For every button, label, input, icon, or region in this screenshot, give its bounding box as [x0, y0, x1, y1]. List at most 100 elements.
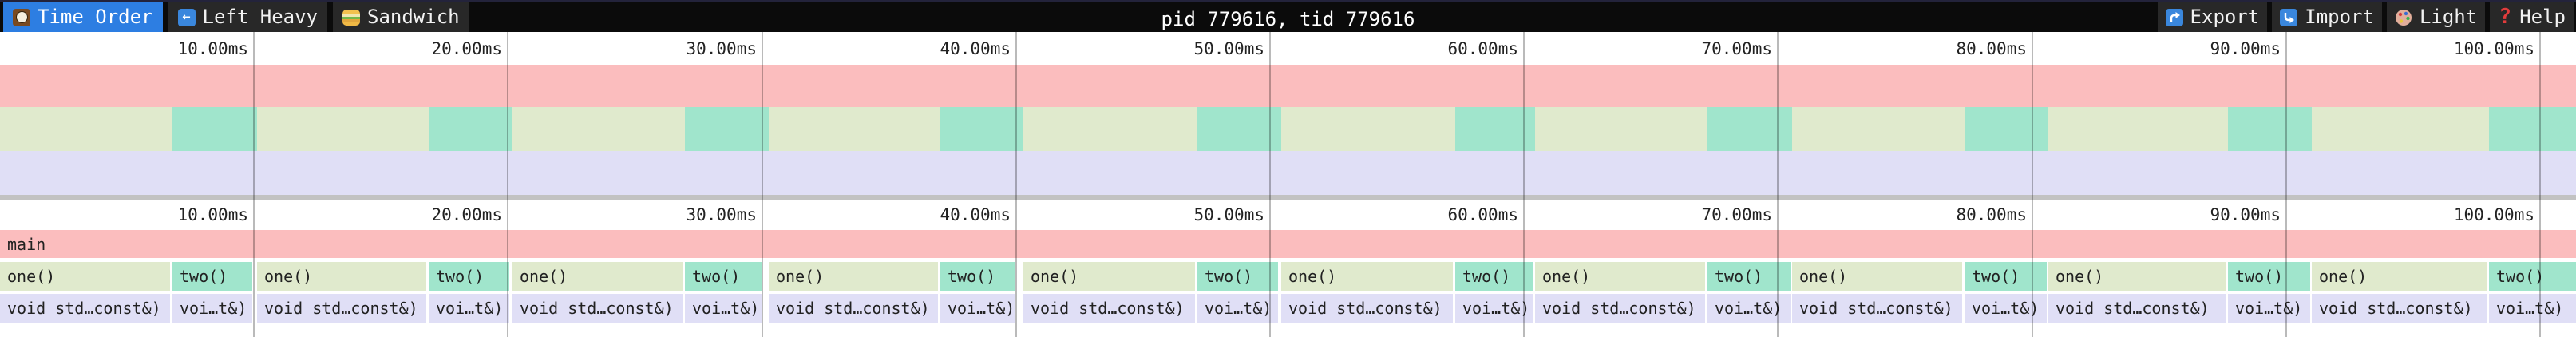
frame-two[interactable]: two() — [940, 262, 1015, 291]
frame-one[interactable]: one() — [1535, 262, 1705, 291]
frame-sleep-under-two[interactable]: voi…t&) — [1965, 294, 2047, 323]
minimap-frame-two — [685, 107, 769, 151]
action-buttons: Export Import Light ? Help — [2157, 2, 2574, 32]
minimap-row-sleep — [0, 151, 2576, 195]
minimap-frame-one — [1792, 107, 1965, 151]
tab-label: Time Order — [38, 6, 153, 28]
window-title: pid 779616, tid 779616 — [1161, 8, 1415, 30]
button-label: Import — [2305, 6, 2374, 28]
minimap-frame-one — [512, 107, 685, 151]
time-tick-label: 60.00ms — [1447, 39, 1518, 58]
frame-sleep-under-two[interactable]: voi…t&) — [685, 294, 762, 323]
frame-two[interactable]: two() — [2228, 262, 2310, 291]
time-tick-label: 10.00ms — [177, 205, 248, 224]
minimap-frame-two — [429, 107, 512, 151]
minimap-frame-one — [1023, 107, 1197, 151]
import-button[interactable]: Import — [2272, 2, 2382, 32]
time-tick-label: 80.00ms — [1956, 39, 2027, 58]
frame-one[interactable]: one() — [1023, 262, 1195, 291]
time-tick-label: 90.00ms — [2210, 39, 2281, 58]
frame-sleep-under-one[interactable]: void std…const&) — [1535, 294, 1705, 323]
minimap-frame-two — [2489, 107, 2576, 151]
sandwich-icon — [342, 9, 360, 26]
minimap-frame-two — [1965, 107, 2048, 151]
minimap-frame-one — [769, 107, 940, 151]
flamechart-row-sleep: void std…const&) voi…t&) void std…const&) v… — [0, 294, 2576, 323]
clock-icon — [13, 8, 30, 26]
time-tick-label: 70.00ms — [1701, 39, 1772, 58]
minimap-frame-sleep — [0, 151, 2576, 195]
frame-sleep-under-two[interactable]: voi…t&) — [2228, 294, 2310, 323]
frame-sleep-under-two[interactable]: voi…t&) — [1455, 294, 1533, 323]
flamechart-row-calls: one() two() one() two() one() two() one() two()… — [0, 262, 2576, 291]
minimap-frame-one — [0, 107, 172, 151]
frame-one[interactable]: one() — [769, 262, 938, 291]
frame-two[interactable]: two() — [1197, 262, 1278, 291]
time-tick-label: 100.00ms — [2453, 39, 2534, 58]
flamechart-row-main: main — [0, 230, 2576, 258]
frame-sleep-under-two[interactable]: voi…t&) — [1707, 294, 1791, 323]
minimap-frame-two — [172, 107, 257, 151]
button-label: Light — [2419, 6, 2478, 28]
time-tick-label: 80.00ms — [1956, 205, 2027, 224]
time-tick-label: 10.00ms — [177, 39, 248, 58]
minimap-viewport-edge[interactable] — [0, 195, 2576, 200]
frame-two[interactable]: two() — [1707, 262, 1791, 291]
time-gridline — [253, 32, 255, 337]
frame-one[interactable]: one() — [1792, 262, 1962, 291]
tab-sandwich[interactable]: Sandwich — [333, 2, 469, 32]
minimap-frame-two — [1197, 107, 1281, 151]
frame-one[interactable]: one() — [0, 262, 170, 291]
tab-time-order[interactable]: Time Order — [3, 2, 163, 32]
time-tick-label: 20.00ms — [431, 205, 502, 224]
frame-one[interactable]: one() — [512, 262, 683, 291]
frame-sleep-under-one[interactable]: void std…const&) — [1792, 294, 1962, 323]
minimap-frame-two — [2228, 107, 2312, 151]
export-button[interactable]: Export — [2157, 2, 2268, 32]
minimap-row-main — [0, 65, 2576, 107]
minimap-frame-one — [1281, 107, 1455, 151]
frame-sleep-under-two[interactable]: voi…t&) — [429, 294, 509, 323]
frame-sleep-under-two[interactable]: voi…t&) — [172, 294, 252, 323]
button-label: Export — [2190, 6, 2260, 28]
tab-left-heavy[interactable]: ← Left Heavy — [168, 2, 327, 32]
frame-sleep-under-one[interactable]: void std…const&) — [1281, 294, 1453, 323]
frame-two[interactable]: two() — [172, 262, 252, 291]
time-gridline — [1269, 32, 1271, 337]
time-gridline — [507, 32, 508, 337]
time-tick-label: 100.00ms — [2453, 205, 2534, 224]
frame-sleep-under-two[interactable]: voi…t&) — [2489, 294, 2576, 323]
time-tick-label: 50.00ms — [1193, 39, 1264, 58]
time-gridline — [1015, 32, 1017, 337]
minimap[interactable] — [0, 65, 2576, 195]
frame-sleep-under-one[interactable]: void std…const&) — [2312, 294, 2487, 323]
import-icon — [2280, 8, 2298, 26]
frame-two[interactable]: two() — [1455, 262, 1533, 291]
frame-two[interactable]: two() — [429, 262, 509, 291]
frame-two[interactable]: two() — [1965, 262, 2047, 291]
frame-one[interactable]: one() — [1281, 262, 1453, 291]
time-gridline — [1777, 32, 1779, 337]
help-button[interactable]: ? Help — [2490, 2, 2574, 32]
frame-two[interactable]: two() — [2489, 262, 2576, 291]
time-tick-label: 50.00ms — [1193, 205, 1264, 224]
frame-sleep-under-one[interactable]: void std…const&) — [512, 294, 683, 323]
frame-sleep-under-one[interactable]: void std…const&) — [1023, 294, 1195, 323]
frame-sleep-under-one[interactable]: void std…const&) — [257, 294, 426, 323]
frame-main[interactable]: main — [0, 230, 2576, 258]
time-gridline — [762, 32, 763, 337]
time-tick-label: 70.00ms — [1701, 205, 1772, 224]
frame-sleep-under-one[interactable]: void std…const&) — [769, 294, 938, 323]
frame-sleep-under-one[interactable]: void std…const&) — [0, 294, 170, 323]
help-icon: ? — [2499, 5, 2512, 29]
frame-sleep-under-one[interactable]: void std…const&) — [2048, 294, 2226, 323]
frame-one[interactable]: one() — [2312, 262, 2487, 291]
frame-two[interactable]: two() — [685, 262, 762, 291]
frame-sleep-under-two[interactable]: voi…t&) — [1197, 294, 1278, 323]
frame-one[interactable]: one() — [2048, 262, 2226, 291]
minimap-frame-one — [2312, 107, 2489, 151]
frame-sleep-under-two[interactable]: voi…t&) — [940, 294, 1015, 323]
light-button[interactable]: Light — [2386, 2, 2486, 32]
frame-one[interactable]: one() — [257, 262, 426, 291]
